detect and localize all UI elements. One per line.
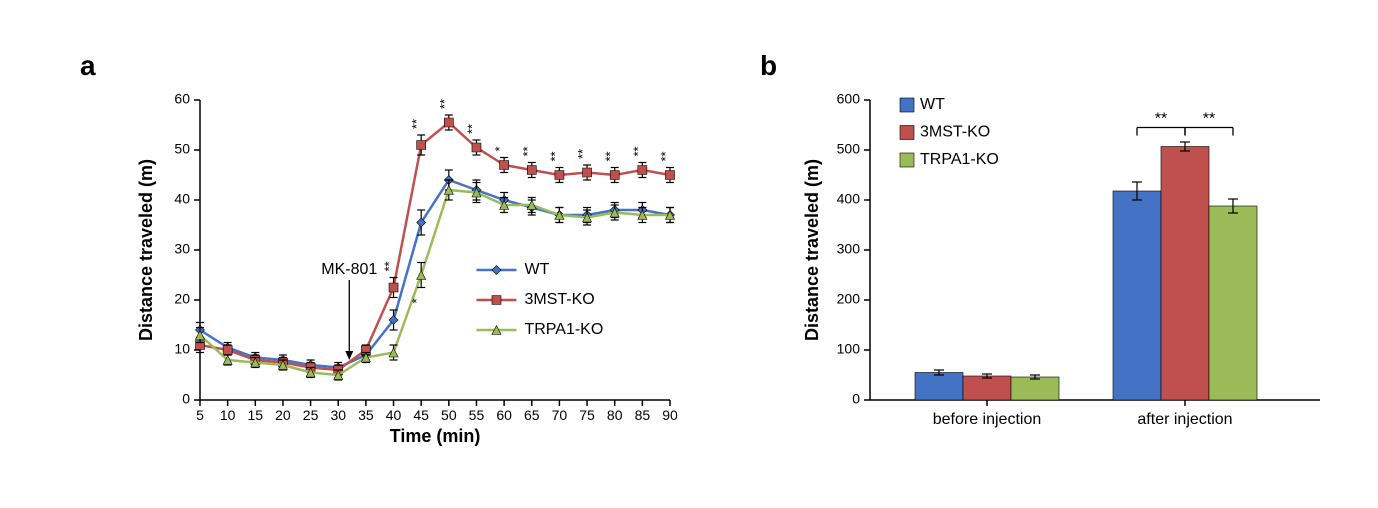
significance-marker: * [409,298,424,303]
legend-label: WT [920,96,945,113]
significance-marker: * [492,146,507,151]
ytick-label: 100 [837,341,861,357]
data-marker [444,118,453,127]
ytick-label: 60 [174,91,190,107]
annotation-label: MK-801 [321,261,377,278]
data-marker [223,346,232,355]
legend-label: TRPA1-KO [524,321,603,338]
legend-label: TRPA1-KO [920,151,999,168]
bar [1011,377,1059,400]
ytick-label: 400 [837,191,861,207]
significance-marker: ** [630,146,645,156]
significance-marker: ** [603,151,618,161]
legend-label: 3MST-KO [920,124,990,141]
significance-marker: ** [437,99,452,109]
xtick-label: 15 [248,407,264,423]
ytick-label: 30 [174,241,190,257]
ytick-label: 600 [837,91,861,107]
legend-swatch [900,98,914,112]
panel-b-label: b [760,50,777,82]
ytick-label: 50 [174,141,190,157]
xtick-label: 50 [441,407,457,423]
significance-marker: ** [520,146,535,156]
ytick-label: 20 [174,291,190,307]
ytick-label: 10 [174,341,190,357]
significance-marker: ** [382,261,397,271]
xtick-label: 75 [579,407,595,423]
xtick-label: 35 [358,407,374,423]
legend-marker [492,296,501,305]
xtick-label: 10 [220,407,236,423]
xtick-label: 90 [662,407,678,423]
significance-marker: ** [575,149,590,159]
ytick-label: 40 [174,191,190,207]
significance-marker: ** [1155,111,1167,128]
xtick-label: 65 [524,407,540,423]
bar [963,376,1011,400]
figure-root: a b 0 10 20 30 40 50 60 5 10 15 20 25 30 35 40 45 50 55 60… [0,0,1378,508]
legend-swatch [900,153,914,167]
ytick-label: 200 [837,291,861,307]
xtick-label: 70 [552,407,568,423]
panel-a-label: a [80,50,96,82]
ytick-label: 0 [852,391,860,407]
bar [1209,206,1257,400]
xtick-label: 20 [275,407,291,423]
xtick-label: 85 [635,407,651,423]
bar [1161,147,1209,401]
series-line [200,190,670,375]
panel-a-chart: 0 10 20 30 40 50 60 5 10 15 20 25 30 35 40 45 50 55 60 65 70… [136,91,678,446]
data-marker [417,271,426,280]
data-marker [472,143,481,152]
category-label: before injection [933,411,1042,428]
xtick-label: 30 [330,407,346,423]
series-line [200,180,670,368]
xtick-label: 5 [196,407,204,423]
legend-label: 3MST-KO [524,291,594,308]
data-marker [555,171,564,180]
data-marker [417,141,426,150]
xtick-label: 25 [303,407,319,423]
bar [1113,191,1161,400]
ytick-label: 500 [837,141,861,157]
significance-marker: ** [658,151,673,161]
xtick-label: 60 [496,407,512,423]
data-marker [638,166,647,175]
data-marker [610,171,619,180]
xtick-label: 55 [469,407,485,423]
data-marker [527,166,536,175]
charts-svg: 0 10 20 30 40 50 60 5 10 15 20 25 30 35 40 45 50 55 60 65 70… [0,0,1378,508]
data-marker [666,171,675,180]
data-marker [583,168,592,177]
y-axis-label: Distance traveled (m) [136,159,156,341]
ytick-label: 300 [837,241,861,257]
bar [915,373,963,401]
legend-marker [492,266,501,275]
category-label: after injection [1137,411,1232,428]
x-axis-label: Time (min) [390,426,481,446]
data-marker [500,161,509,170]
legend-label: WT [524,261,549,278]
significance-marker: ** [409,119,424,129]
xtick-label: 40 [386,407,402,423]
significance-marker: ** [547,151,562,161]
xtick-label: 80 [607,407,623,423]
significance-marker: ** [464,124,479,134]
xtick-label: 45 [413,407,429,423]
y-axis-label: Distance traveled (m) [802,159,822,341]
panel-b-chart: 0 100 200 300 400 500 600 Distance traveled (m)… [802,91,1320,428]
legend-swatch [900,126,914,140]
ytick-label: 0 [182,391,190,407]
significance-marker: ** [1203,111,1215,128]
data-marker [389,283,398,292]
